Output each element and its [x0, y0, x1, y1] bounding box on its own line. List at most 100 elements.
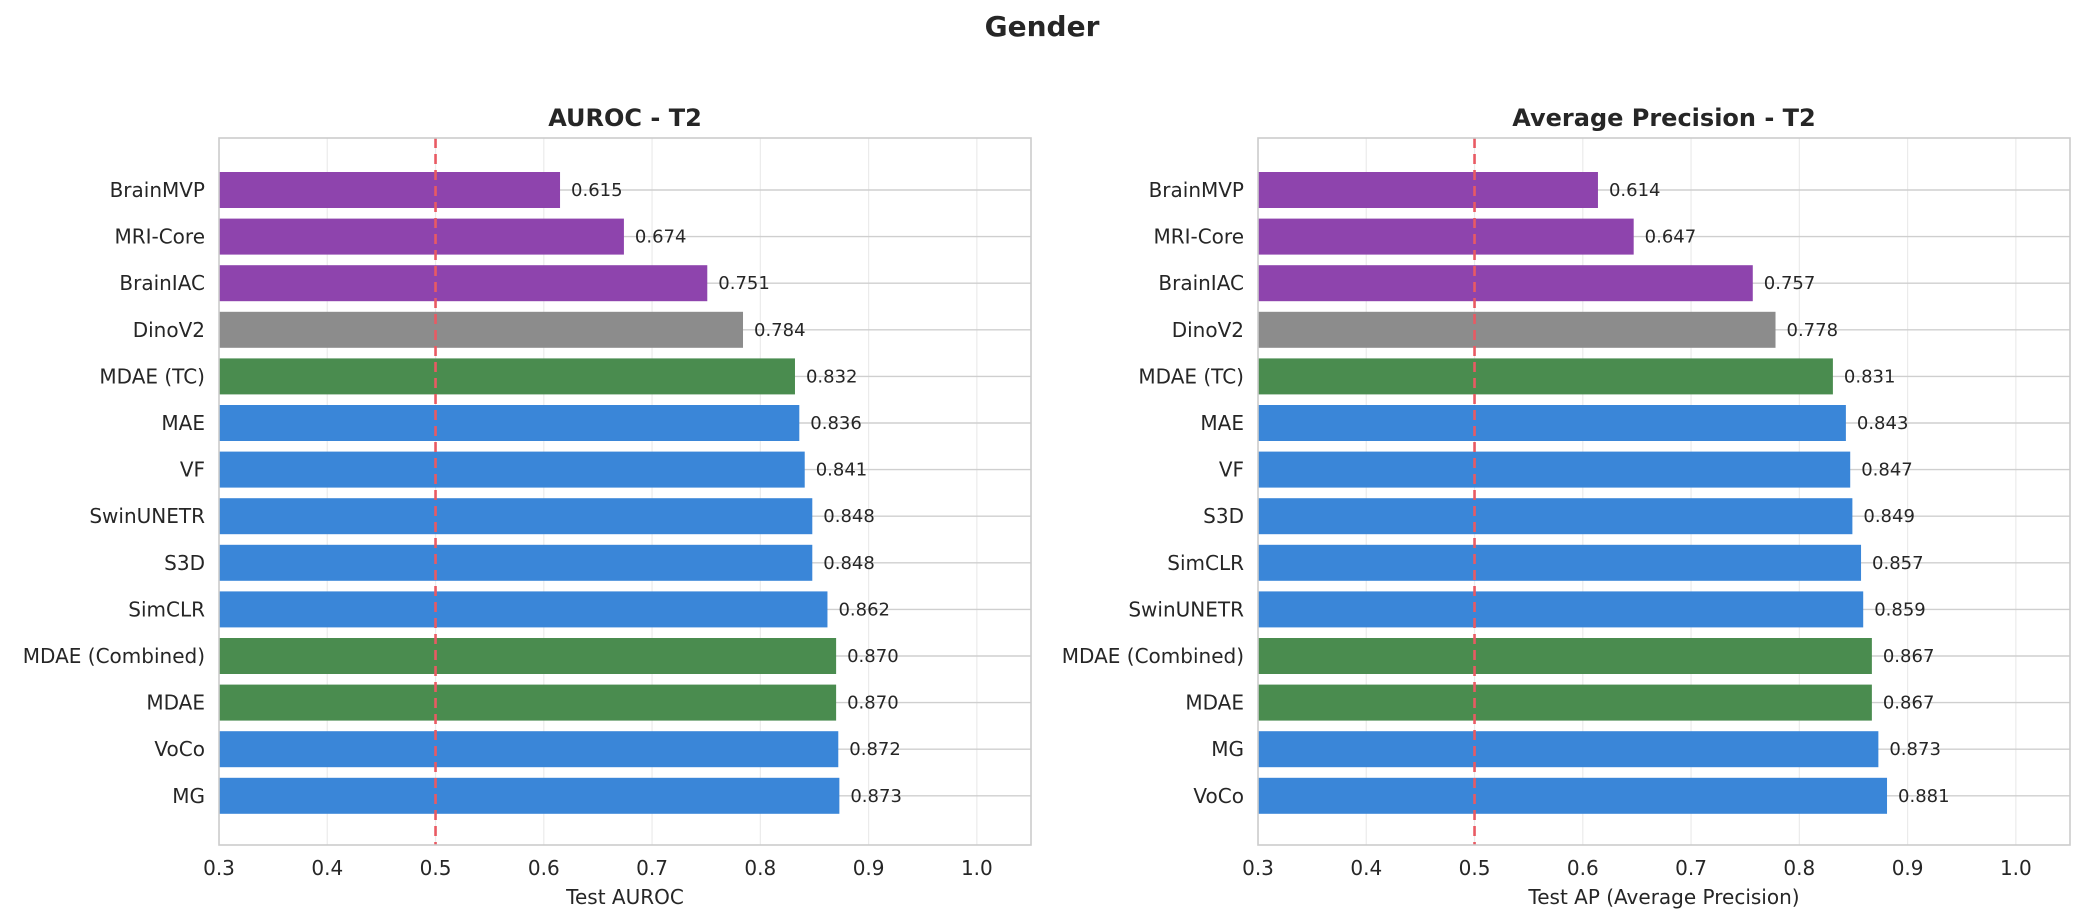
auroc-category-label: MRI-Core	[114, 225, 205, 249]
auroc-category-label: MDAE	[146, 691, 205, 715]
auroc-x-tick-label: 0.4	[311, 856, 343, 880]
ap-bar	[1258, 544, 1862, 581]
ap-x-tick-label: 0.4	[1350, 856, 1382, 880]
auroc-value-label: 0.674	[635, 227, 687, 248]
ap-value-label: 0.757	[1764, 273, 1816, 294]
auroc-panel: 0.615 BrainMVP 0.674 MRI-Core 0.751 BrainIAC 0…	[23, 104, 1032, 909]
auroc-panel-title: AUROC - T2	[548, 104, 702, 132]
ap-bar	[1258, 218, 1634, 255]
ap-x-tick-label: 0.7	[1675, 856, 1707, 880]
ap-value-label: 0.849	[1863, 506, 1915, 527]
auroc-x-axis-label: Test AUROC	[565, 885, 684, 909]
ap-category-label: VoCo	[1193, 784, 1244, 808]
ap-bar	[1258, 591, 1864, 628]
figure-title: Gender	[985, 10, 1100, 43]
auroc-bar	[219, 451, 805, 488]
auroc-bar	[219, 358, 795, 395]
auroc-bar	[219, 591, 828, 628]
auroc-value-label: 0.784	[754, 320, 806, 341]
ap-bar	[1258, 731, 1879, 768]
auroc-value-label: 0.870	[847, 646, 899, 667]
ap-bar	[1258, 311, 1776, 348]
ap-bar	[1258, 638, 1872, 674]
ap-value-label: 0.831	[1844, 366, 1896, 387]
auroc-category-label: VoCo	[154, 737, 205, 761]
ap-category-label: VF	[1219, 458, 1244, 482]
auroc-plot-frame	[218, 137, 1032, 846]
auroc-bar	[219, 731, 839, 768]
auroc-bar	[219, 405, 800, 441]
ap-category-label: S3D	[1203, 504, 1244, 528]
auroc-value-label: 0.615	[571, 180, 623, 201]
auroc-category-label: MDAE (TC)	[99, 364, 205, 388]
auroc-category-label: VF	[180, 458, 205, 482]
ap-bar	[1258, 498, 1853, 535]
auroc-x-tick-label: 0.5	[420, 856, 452, 880]
ap-value-label: 0.847	[1861, 460, 1913, 481]
ap-x-tick-label: 0.3	[1242, 856, 1274, 880]
auroc-bar	[219, 638, 837, 674]
auroc-value-label: 0.872	[849, 739, 901, 760]
auroc-category-label: S3D	[164, 551, 205, 575]
ap-value-label: 0.614	[1609, 180, 1661, 201]
auroc-x-tick-label: 0.7	[636, 856, 668, 880]
ap-category-label: MDAE (TC)	[1138, 364, 1244, 388]
ap-bar	[1258, 777, 1888, 814]
ap-value-label: 0.859	[1874, 599, 1926, 620]
ap-value-label: 0.867	[1883, 693, 1935, 714]
auroc-category-label: MDAE (Combined)	[23, 644, 205, 668]
ap-category-label: BrainMVP	[1149, 178, 1244, 202]
ap-category-label: MDAE (Combined)	[1062, 644, 1244, 668]
ap-plot-frame	[1257, 137, 2071, 846]
auroc-category-label: MAE	[161, 411, 205, 435]
auroc-bar	[219, 311, 744, 348]
ap-category-label: MDAE	[1185, 691, 1244, 715]
auroc-value-label: 0.751	[718, 273, 770, 294]
ap-bar	[1258, 405, 1846, 441]
average-precision-panel: 0.614 BrainMVP 0.647 MRI-Core 0.757 BrainIAC 0…	[1062, 104, 2071, 909]
auroc-bar	[219, 777, 840, 814]
ap-bar	[1258, 172, 1598, 208]
ap-category-label: BrainIAC	[1158, 271, 1244, 295]
ap-value-label: 0.881	[1898, 786, 1950, 807]
auroc-bar	[219, 498, 813, 535]
auroc-value-label: 0.848	[823, 553, 875, 574]
ap-category-label: SwinUNETR	[1128, 597, 1244, 621]
auroc-x-tick-label: 0.3	[203, 856, 235, 880]
auroc-value-label: 0.862	[838, 599, 890, 620]
auroc-category-label: DinoV2	[133, 318, 205, 342]
ap-bar	[1258, 358, 1833, 395]
auroc-x-tick-label: 0.9	[853, 856, 885, 880]
ap-panel-title: Average Precision - T2	[1512, 104, 1815, 132]
auroc-value-label: 0.870	[847, 693, 899, 714]
auroc-x-tick-label: 0.6	[528, 856, 560, 880]
auroc-value-label: 0.836	[810, 413, 862, 434]
auroc-bar	[219, 172, 561, 208]
ap-value-label: 0.647	[1645, 227, 1697, 248]
auroc-x-tick-label: 0.8	[744, 856, 776, 880]
ap-x-tick-label: 0.8	[1783, 856, 1815, 880]
auroc-value-label: 0.841	[816, 460, 868, 481]
ap-x-tick-label: 0.5	[1459, 856, 1491, 880]
auroc-value-label: 0.848	[823, 506, 875, 527]
ap-x-axis-label: Test AP (Average Precision)	[1527, 885, 1799, 909]
ap-value-label: 0.873	[1889, 739, 1941, 760]
ap-bar	[1258, 451, 1851, 488]
ap-category-label: DinoV2	[1172, 318, 1244, 342]
ap-x-tick-label: 0.6	[1567, 856, 1599, 880]
ap-bar	[1258, 684, 1872, 721]
ap-value-label: 0.778	[1787, 320, 1839, 341]
ap-category-label: MRI-Core	[1153, 225, 1244, 249]
auroc-category-label: SimCLR	[128, 597, 205, 621]
auroc-category-label: BrainIAC	[119, 271, 205, 295]
auroc-bar	[219, 684, 837, 721]
auroc-x-tick-label: 1.0	[961, 856, 993, 880]
auroc-value-label: 0.832	[806, 366, 858, 387]
ap-category-label: MG	[1211, 737, 1244, 761]
ap-category-label: MAE	[1200, 411, 1244, 435]
ap-x-tick-label: 1.0	[2000, 856, 2032, 880]
auroc-bar	[219, 218, 624, 255]
auroc-value-label: 0.873	[850, 786, 902, 807]
auroc-bar	[219, 544, 813, 581]
